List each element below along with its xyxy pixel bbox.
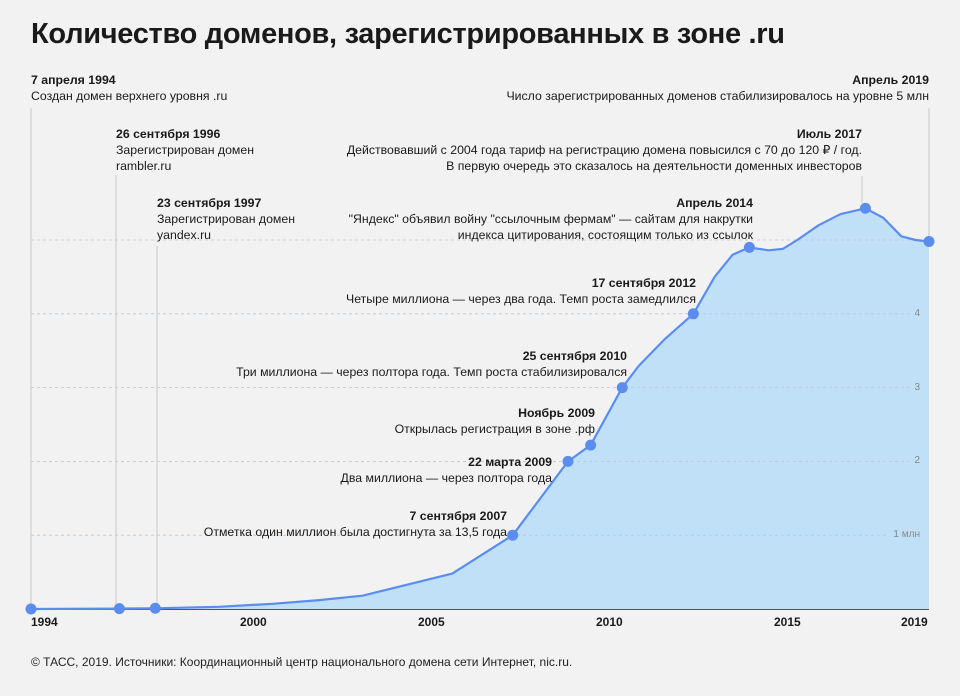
annotation-text: Зарегистрирован домен [116,143,255,157]
annotation-text: Три миллиона — через полтора года. Темп … [236,365,627,379]
x-tick-label: 2015 [774,615,801,629]
annotation-2014: Апрель 2014 "Яндекс" объявил войну "ссыл… [349,195,753,243]
annotation-2007: 7 сентября 2007 Отметка один миллион был… [204,508,507,540]
annotation-date: 26 сентября 1996 [116,127,221,141]
annotation-date: 7 сентября 2007 [409,509,507,523]
data-point [149,602,161,614]
x-tick-label: 2000 [240,615,267,629]
annotation-date: Июль 2017 [796,127,862,141]
data-point [743,241,755,253]
annotation-date: 7 апреля 1994 [31,73,116,87]
annotation-text: Отметка один миллион была достигнута за … [203,525,507,539]
data-point [687,308,699,320]
data-point [25,603,37,615]
data-point [616,382,628,394]
annotation-text: Число зарегистрированных доменов стабили… [506,89,929,103]
annotation-1996: 26 сентября 1996 Зарегистрирован домен r… [116,126,254,174]
annotation-text: индекса цитирования, состоящим только из… [457,228,753,242]
annotation-text: Два миллиона — через полтора года [340,471,552,485]
data-point [585,439,597,451]
data-point [113,603,125,615]
x-tick-label: 2019 [901,615,928,629]
y-tick-label: 2 [914,455,920,466]
y-tick-label: 1 млн [893,529,920,540]
annotation-text: Четыре миллиона — через два года. Темп р… [346,292,696,306]
annotation-2009-november: Ноябрь 2009 Открылась регистрация в зоне… [395,405,595,437]
annotation-2010: 25 сентября 2010 Три миллиона — через по… [236,348,627,380]
annotation-1994: 7 апреля 1994 Создан домен верхнего уров… [31,72,227,104]
page-title: Количество доменов, зарегистрированных в… [31,18,785,50]
area-fill [31,208,929,610]
annotation-date: 23 сентября 1997 [157,196,262,210]
annotation-date: Апрель 2019 [852,73,929,87]
source-note: © ТАСС, 2019. Источники: Координационный… [31,655,573,669]
annotation-1997: 23 сентября 1997 Зарегистрирован домен y… [157,195,295,243]
series-line [30,207,930,611]
x-tick-label: 2005 [418,615,445,629]
data-point [562,455,574,467]
annotation-text: Открылась регистрация в зоне .рф [394,422,595,436]
annotation-date: 25 сентября 2010 [522,349,627,363]
data-point [923,235,935,247]
data-point [507,529,519,541]
annotation-text: Создан домен верхнего уровня .ru [31,89,228,103]
annotation-date: 22 марта 2009 [468,455,552,469]
annotation-2019: Апрель 2019 Число зарегистрированных дом… [506,72,929,104]
x-tick-label: 1994 [31,615,58,629]
annotation-text: В первую очередь это сказалось на деятел… [446,159,862,173]
x-tick-label: 2010 [596,615,623,629]
y-tick-label: 4 [914,308,920,319]
annotation-date: 17 сентября 2012 [591,276,696,290]
annotation-text: "Яндекс" объявил войну "ссылочным фермам… [348,212,753,226]
annotation-2012: 17 сентября 2012 Четыре миллиона — через… [346,275,696,307]
annotation-2009-march: 22 марта 2009 Два миллиона — через полто… [341,454,552,486]
data-point [859,202,871,214]
annotation-text: yandex.ru [157,228,212,242]
annotation-text: Действовавший с 2004 года тариф на регис… [346,143,862,157]
annotation-text: rambler.ru [116,159,172,173]
annotation-date: Апрель 2014 [676,196,753,210]
annotation-text: Зарегистрирован домен [157,212,296,226]
annotation-date: Ноябрь 2009 [518,406,595,420]
y-tick-label: 3 [914,382,920,393]
annotation-2017: Июль 2017 Действовавший с 2004 года тари… [347,126,862,174]
